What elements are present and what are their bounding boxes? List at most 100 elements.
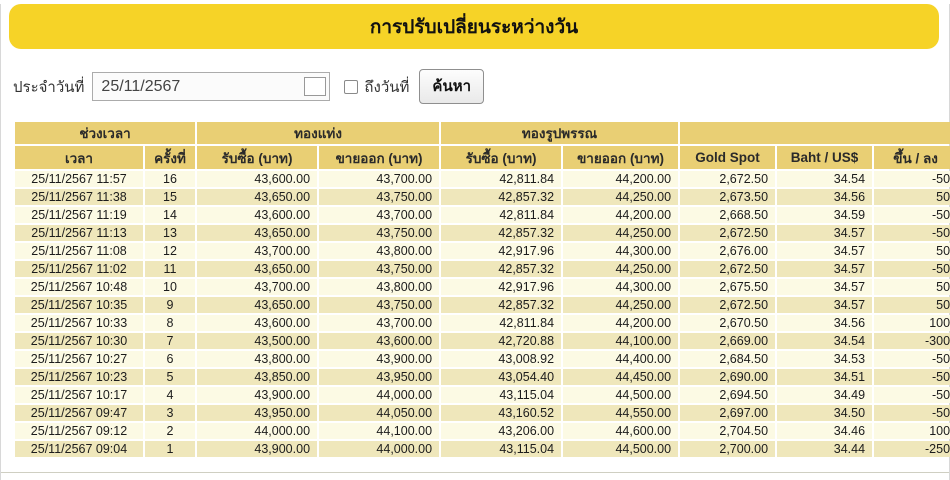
table-cell: 8 — [145, 315, 196, 331]
table-row: 25/11/2567 11:08 12 43,700.00 43,800.00 42,9… — [15, 243, 950, 259]
table-cell: 43,700.00 — [319, 207, 440, 223]
table-cell: 34.57 — [777, 225, 873, 241]
table-cell: 50 — [874, 189, 950, 205]
table-cell: 43,950.00 — [197, 405, 318, 421]
table-cell: 43,600.00 — [319, 333, 440, 349]
table-cell: 44,400.00 — [563, 351, 679, 367]
table-cell: 42,811.84 — [441, 171, 562, 187]
date-input[interactable] — [92, 72, 331, 101]
table-cell: 44,200.00 — [563, 171, 679, 187]
table-cell: 44,250.00 — [563, 189, 679, 205]
table-cell: 25/11/2567 09:47 — [15, 405, 143, 421]
table-body: 25/11/2567 11:57 16 43,600.00 43,700.00 42,8… — [15, 171, 950, 457]
table-cell: 34.51 — [777, 369, 873, 385]
table-cell: 42,917.96 — [441, 279, 562, 295]
table-cell: 12 — [145, 243, 196, 259]
table-cell: 44,100.00 — [563, 333, 679, 349]
table-cell: 1 — [145, 441, 196, 457]
table-cell: 50 — [874, 243, 950, 259]
table-cell: 43,750.00 — [319, 225, 440, 241]
table-cell: 44,250.00 — [563, 225, 679, 241]
table-cell: 42,917.96 — [441, 243, 562, 259]
column-header-row: เวลา ครั้งที่ รับซื้อ (บาท) ขายออก (บาท) รับ… — [15, 146, 950, 169]
table-cell: 34.57 — [777, 261, 873, 277]
bottom-divider — [1, 472, 949, 473]
table-row: 25/11/2567 09:12 2 44,000.00 44,100.00 43,20… — [15, 423, 950, 439]
table-cell: 2,673.50 — [680, 189, 776, 205]
table-row: 25/11/2567 10:30 7 43,500.00 43,600.00 42,72… — [15, 333, 950, 349]
table-cell: 44,500.00 — [563, 387, 679, 403]
table-cell: 25/11/2567 10:35 — [15, 297, 143, 313]
date-input-wrap — [92, 72, 331, 101]
table-cell: 44,300.00 — [563, 279, 679, 295]
table-cell: -300 — [874, 333, 950, 349]
table-cell: 42,811.84 — [441, 207, 562, 223]
table-cell: 2,704.50 — [680, 423, 776, 439]
table-cell: 2,700.00 — [680, 441, 776, 457]
table-cell: 9 — [145, 297, 196, 313]
table-cell: 42,857.32 — [441, 189, 562, 205]
table-cell: 100 — [874, 423, 950, 439]
table-cell: 42,857.32 — [441, 297, 562, 313]
table-cell: 10 — [145, 279, 196, 295]
table-cell: 43,700.00 — [319, 315, 440, 331]
page-title: การปรับเปลี่ยนระหว่างวัน — [9, 4, 939, 49]
table-row: 25/11/2567 11:13 13 43,650.00 43,750.00 42,8… — [15, 225, 950, 241]
to-date-checkbox[interactable] — [344, 79, 359, 94]
table-cell: 25/11/2567 10:23 — [15, 369, 143, 385]
table-cell: 43,650.00 — [197, 261, 318, 277]
table-cell: 34.46 — [777, 423, 873, 439]
column-header: รับซื้อ (บาท) — [441, 146, 562, 169]
table-cell: 44,000.00 — [197, 423, 318, 439]
table-cell: 44,100.00 — [319, 423, 440, 439]
table-cell: -50 — [874, 369, 950, 385]
table-cell: 6 — [145, 351, 196, 367]
table-row: 25/11/2567 09:04 1 43,900.00 44,000.00 43,11… — [15, 441, 950, 457]
table-cell: 2 — [145, 423, 196, 439]
table-cell: 43,160.52 — [441, 405, 562, 421]
table-row: 25/11/2567 09:47 3 43,950.00 44,050.00 43,16… — [15, 405, 950, 421]
table-cell: 25/11/2567 10:17 — [15, 387, 143, 403]
table-cell: 50 — [874, 297, 950, 313]
table-cell: 43,750.00 — [319, 261, 440, 277]
table-cell: 25/11/2567 10:27 — [15, 351, 143, 367]
table-cell: 43,800.00 — [197, 351, 318, 367]
table-cell: 43,950.00 — [319, 369, 440, 385]
table-cell: 44,300.00 — [563, 243, 679, 259]
column-header: รับซื้อ (บาท) — [197, 146, 318, 169]
table-cell: 2,672.50 — [680, 261, 776, 277]
table-cell: 44,450.00 — [563, 369, 679, 385]
table-cell: 2,668.50 — [680, 207, 776, 223]
table-cell: 11 — [145, 261, 196, 277]
table-cell: 15 — [145, 189, 196, 205]
table-cell: 43,054.40 — [441, 369, 562, 385]
table-cell: 42,857.32 — [441, 225, 562, 241]
table-cell: 34.56 — [777, 315, 873, 331]
calendar-icon[interactable] — [304, 77, 327, 96]
table-cell: 43,700.00 — [197, 243, 318, 259]
table-cell: 43,206.00 — [441, 423, 562, 439]
table-cell: 3 — [145, 405, 196, 421]
column-group-header — [680, 122, 950, 144]
table-cell: 25/11/2567 11:13 — [15, 225, 143, 241]
table-row: 25/11/2567 10:48 10 43,700.00 43,800.00 42,9… — [15, 279, 950, 295]
table-cell: 50 — [874, 279, 950, 295]
table-cell: 43,900.00 — [319, 351, 440, 367]
table-cell: 2,676.00 — [680, 243, 776, 259]
table-cell: 44,200.00 — [563, 207, 679, 223]
price-table-wrap: ช่วงเวลา ทองแท่ง ทองรูปพรรณ เวลา ครั้งที่ รั… — [13, 120, 950, 459]
table-cell: 43,700.00 — [197, 279, 318, 295]
table-row: 25/11/2567 11:19 14 43,600.00 43,700.00 42,8… — [15, 207, 950, 223]
table-cell: 34.57 — [777, 243, 873, 259]
table-cell: -50 — [874, 225, 950, 241]
search-button[interactable]: ค้นหา — [419, 69, 485, 104]
table-cell: 43,900.00 — [197, 387, 318, 403]
table-cell: 34.50 — [777, 405, 873, 421]
date-search-form: ประจำวันที่ ถึงวันที่ ค้นหา — [13, 69, 949, 104]
table-cell: 25/11/2567 11:57 — [15, 171, 143, 187]
table-cell: 34.57 — [777, 279, 873, 295]
table-cell: 7 — [145, 333, 196, 349]
table-row: 25/11/2567 11:57 16 43,600.00 43,700.00 42,8… — [15, 171, 950, 187]
table-cell: -50 — [874, 387, 950, 403]
column-header: ครั้งที่ — [145, 146, 196, 169]
